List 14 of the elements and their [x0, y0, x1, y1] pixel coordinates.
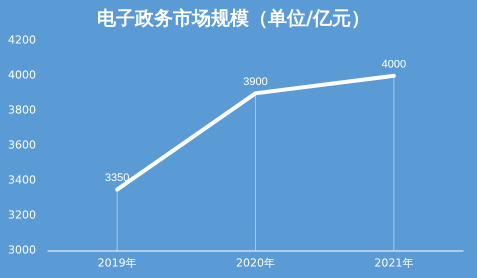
data-label: 3350	[104, 172, 130, 184]
data-label: 3900	[243, 76, 268, 88]
y-tick-label: 3800	[8, 104, 36, 117]
y-tick-label: 3200	[8, 208, 36, 222]
chart-title: 电子政务市场规模（单位/亿元）	[97, 7, 370, 30]
y-tick-label: 3000	[8, 244, 36, 257]
y-tick-label: 4000	[8, 68, 36, 82]
x-tick-label: 2019年	[98, 256, 137, 270]
y-tick-label: 3400	[8, 174, 36, 187]
y-tick-label: 3600	[8, 138, 36, 152]
x-tick-label: 2021年	[374, 256, 414, 270]
x-tick-label: 2020年	[236, 256, 275, 270]
y-tick-label: 4200	[8, 34, 36, 47]
data-label: 4000	[382, 58, 406, 70]
